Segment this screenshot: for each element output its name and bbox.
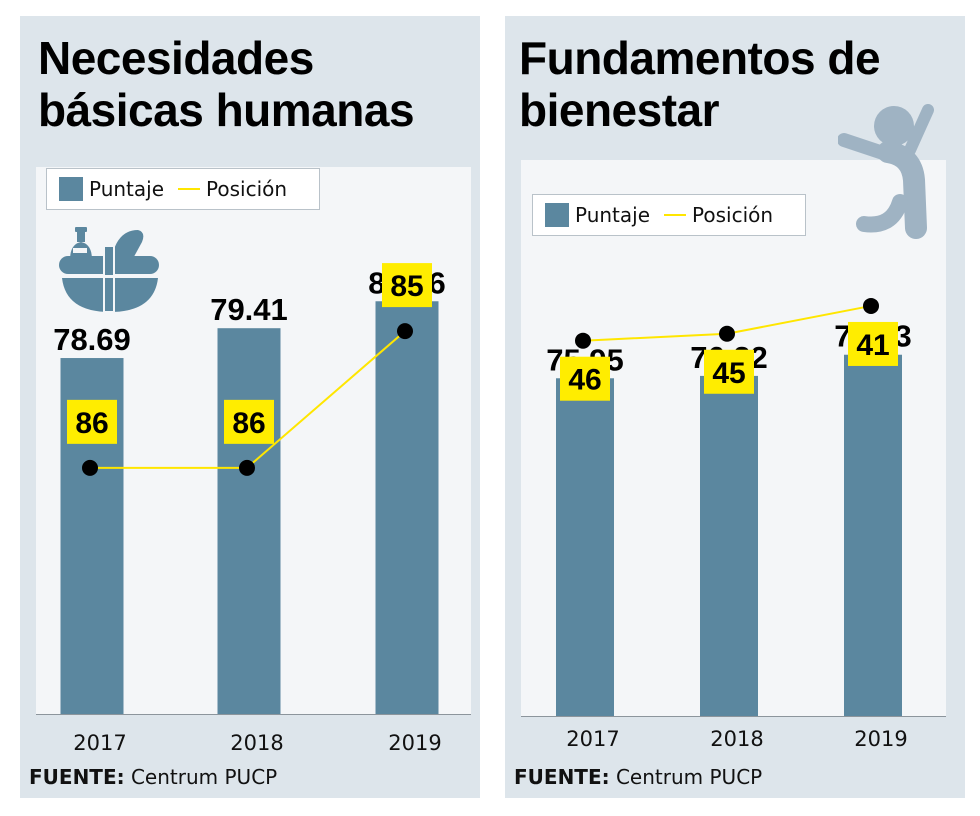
posicion-value-label: 86 <box>75 407 108 440</box>
posicion-label-box <box>848 321 898 366</box>
bar-value-label: 79.41 <box>210 292 288 327</box>
posicion-point-2018 <box>239 459 255 476</box>
posicion-point-2017 <box>82 459 98 476</box>
posicion-value-label: 45 <box>712 357 745 390</box>
x-tick-label: 2018 <box>230 731 283 755</box>
x-tick-label: 2019 <box>388 731 441 755</box>
bar-2019 <box>844 354 902 716</box>
posicion-point-2019 <box>397 323 413 340</box>
title-line-2: bienestar <box>519 84 720 136</box>
source-fundamentos: FUENTE: Centrum PUCP <box>514 765 762 789</box>
legend-fundamentos: Puntaje Posición <box>532 194 806 236</box>
title-line-1: Necesidades <box>38 32 314 84</box>
posicion-point-2019 <box>863 297 879 314</box>
source-text: Centrum PUCP <box>130 765 278 789</box>
legend-label-puntaje: Puntaje <box>575 203 651 227</box>
posicion-label-box <box>704 349 754 394</box>
x-tick-label: 2017 <box>566 727 619 751</box>
source-necesidades: FUENTE: Centrum PUCP <box>29 765 277 789</box>
bar-2018 <box>217 328 281 714</box>
posicion-label-box <box>560 356 610 401</box>
legend-swatch-puntaje <box>59 177 83 201</box>
chart-title-fundamentos: Fundamentos de bienestar <box>519 32 881 136</box>
posicion-value-label: 46 <box>568 364 601 397</box>
bar-value-label: 78.69 <box>53 322 131 357</box>
x-tick-label: 2018 <box>710 727 763 751</box>
posicion-point-2017 <box>575 332 591 349</box>
source-prefix: FUENTE: <box>29 765 125 789</box>
x-tick-label: 2017 <box>73 731 126 755</box>
title-line-1: Fundamentos de <box>519 32 881 84</box>
legend-label-posicion: Posición <box>692 203 774 227</box>
bar-2019 <box>375 301 439 714</box>
legend-label-posicion: Posición <box>206 177 288 201</box>
bar-2017 <box>556 378 614 716</box>
legend-necesidades: Puntaje Posición <box>46 168 320 210</box>
source-prefix: FUENTE: <box>514 765 610 789</box>
posicion-point-2018 <box>719 325 735 342</box>
legend-line-posicion <box>664 214 687 216</box>
chart-title-necesidades: Necesidades básicas humanas <box>38 32 415 136</box>
legend-swatch-puntaje <box>545 203 569 227</box>
grocery-basket-icon <box>59 227 159 313</box>
legend-label-puntaje: Puntaje <box>89 177 165 201</box>
title-line-2: básicas humanas <box>38 84 415 136</box>
posicion-label-box <box>224 399 274 444</box>
bar-2018 <box>700 375 758 716</box>
source-text: Centrum PUCP <box>615 765 763 789</box>
posicion-value-label: 85 <box>390 270 423 303</box>
x-tick-label: 2019 <box>854 727 907 751</box>
posicion-label-box <box>382 263 432 308</box>
jumping-person-icon <box>838 104 934 239</box>
legend-line-posicion <box>178 188 201 190</box>
posicion-label-box <box>67 399 117 444</box>
posicion-value-label: 86 <box>232 407 265 440</box>
posicion-value-label: 41 <box>856 329 889 362</box>
